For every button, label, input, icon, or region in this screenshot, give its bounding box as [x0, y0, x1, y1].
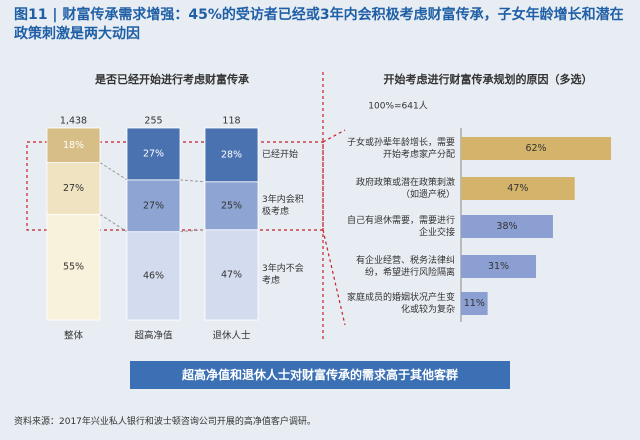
chart-subtitle: 100%=641人 — [368, 101, 427, 112]
bar-segment — [126, 231, 181, 321]
bar-segment — [126, 179, 181, 233]
y-tick-label: 政府政策或潜在政策刺激（如遗产税） — [355, 177, 455, 200]
value-label: 55% — [63, 262, 84, 273]
legend-label: 3年内不会考虑 — [262, 263, 304, 286]
y-tick-label: 家庭成员的婚姻状况产生变化或较为复杂 — [346, 292, 455, 315]
legend-label: 3年内会积极考虑 — [262, 194, 304, 217]
bar — [461, 137, 612, 160]
sample-size: 1,438 — [60, 116, 87, 127]
x-tick-label: 退休人士 — [212, 330, 251, 342]
bar — [461, 255, 537, 278]
connector — [179, 229, 206, 233]
bar-segment — [204, 181, 259, 231]
value-label: 25% — [221, 200, 242, 211]
bar-segment — [204, 127, 259, 183]
value-label: 47% — [221, 269, 242, 280]
bar — [461, 292, 488, 315]
bar-segment — [126, 127, 181, 181]
bar-segment — [204, 229, 259, 321]
bar-segment — [46, 162, 101, 215]
value-label: 31% — [488, 261, 509, 272]
value-label: 27% — [63, 183, 84, 194]
bar — [461, 177, 575, 200]
x-tick-label: 整体 — [64, 330, 84, 342]
sample-size: 118 — [222, 116, 240, 127]
connector — [99, 162, 128, 181]
y-tick-label: 自己有退休需要，需要进行企业交接 — [346, 215, 455, 238]
source: 资料来源：2017年兴业私人银行和波士顿咨询公司开展的高净值客户调研。 — [14, 417, 316, 427]
connector — [179, 179, 206, 183]
x-tick-label: 超高净值 — [134, 330, 173, 342]
y-tick-label: 子女或孙辈年龄增长，需要开始考虑家产分配 — [346, 137, 455, 160]
bar-segment — [46, 213, 101, 321]
value-label: 18% — [63, 140, 84, 151]
value-label: 47% — [507, 183, 528, 194]
value-label: 62% — [525, 143, 546, 154]
connector — [322, 229, 346, 326]
bar — [461, 215, 553, 238]
chart-title: 开始考虑进行财富传承规划的原因（多选） — [384, 72, 593, 86]
value-label: 38% — [496, 221, 517, 232]
connector — [99, 213, 128, 233]
bar-segment — [46, 127, 101, 163]
y-tick-label: 有企业经营、税务法律纠纷，希望进行风险隔离 — [355, 255, 455, 278]
page-title: 图11 | 财富传承需求增强：45%的受访者已经或3年内会积极考虑财富传承，子女… — [14, 7, 624, 42]
banner: 超高净值和退休人士对财富传承的需求高于其他客群 — [130, 361, 510, 389]
connector — [322, 129, 346, 143]
value-label: 27% — [143, 200, 164, 211]
value-label: 46% — [143, 270, 164, 281]
value-label: 11% — [464, 298, 485, 309]
chart-title: 是否已经开始进行考虑财富传承 — [94, 72, 250, 86]
sample-size: 255 — [144, 116, 162, 127]
value-label: 28% — [221, 149, 242, 160]
value-label: 27% — [143, 148, 164, 159]
legend-label: 已经开始 — [262, 149, 299, 160]
